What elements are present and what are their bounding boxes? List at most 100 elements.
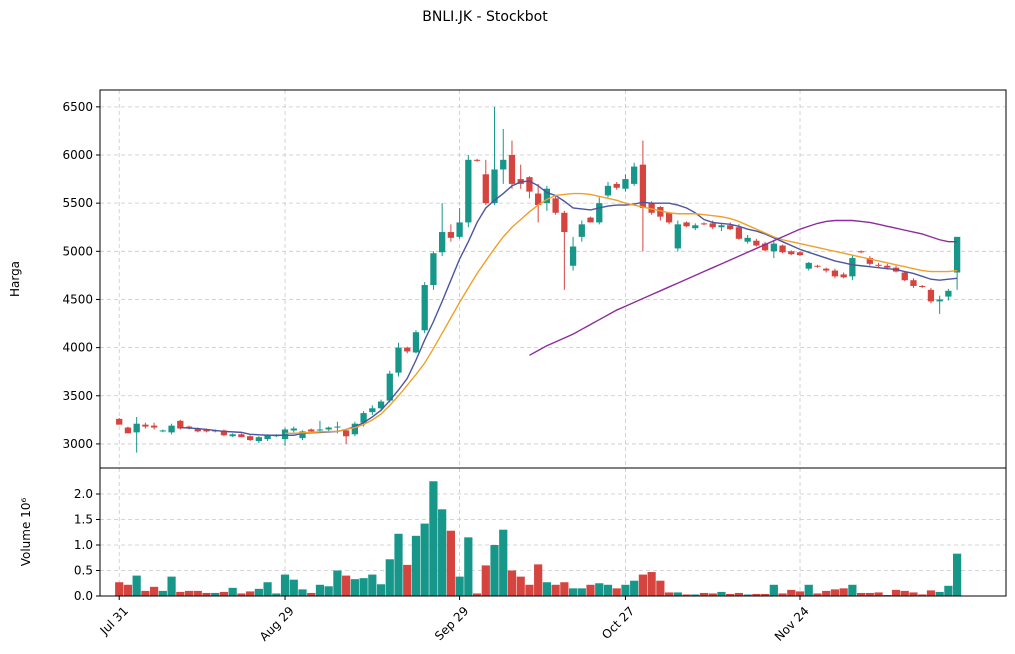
volume-bar bbox=[542, 582, 551, 596]
candle-body bbox=[150, 425, 158, 428]
volume-bar bbox=[795, 591, 805, 596]
candle-body bbox=[744, 237, 751, 242]
candle-body bbox=[884, 265, 891, 268]
volume-bar bbox=[176, 591, 185, 596]
candle-body bbox=[465, 159, 472, 223]
candle-body bbox=[665, 212, 673, 223]
volume-bar bbox=[865, 592, 874, 596]
moving-average-line bbox=[180, 180, 958, 436]
candle-body bbox=[325, 427, 332, 430]
candle-body bbox=[866, 258, 873, 264]
volume-bar bbox=[429, 481, 438, 596]
volume-bar bbox=[883, 594, 892, 596]
candle-body bbox=[639, 164, 647, 208]
volume-bar bbox=[691, 594, 700, 596]
candle-body bbox=[360, 413, 367, 423]
candle-body bbox=[569, 246, 577, 266]
candle-body bbox=[901, 272, 908, 281]
volume-bar bbox=[298, 589, 307, 596]
candle-body bbox=[299, 431, 306, 439]
volume-bar bbox=[376, 584, 386, 596]
volume-bar bbox=[446, 530, 455, 596]
x-tick-label: Oct 27 bbox=[599, 604, 637, 642]
candle-body bbox=[133, 423, 140, 433]
candle-body bbox=[849, 258, 856, 277]
x-tick-label: Jul 31 bbox=[97, 604, 131, 638]
volume-frame bbox=[99, 467, 1007, 597]
volume-bar bbox=[612, 588, 621, 596]
candle-body bbox=[727, 225, 734, 230]
volume-bar bbox=[848, 584, 857, 596]
volume-bar bbox=[656, 580, 665, 596]
volume-bar bbox=[804, 584, 813, 596]
candle-body bbox=[142, 424, 149, 427]
y-tick-label: 1.5 bbox=[74, 513, 93, 527]
y-tick-label: 0.0 bbox=[74, 589, 93, 603]
candle-body bbox=[290, 428, 297, 431]
volume-bar bbox=[481, 565, 490, 596]
candle-body bbox=[796, 252, 804, 256]
volume-bar bbox=[630, 580, 639, 596]
volume-bar bbox=[272, 593, 281, 596]
y-tick-label: 0.5 bbox=[74, 564, 93, 578]
volume-bar bbox=[874, 592, 883, 596]
volume-bar bbox=[586, 584, 595, 596]
y-tick-label: 3000 bbox=[62, 437, 93, 451]
volume-bar bbox=[726, 593, 735, 596]
candle-body bbox=[700, 223, 708, 225]
candle-body bbox=[229, 434, 236, 437]
volume-bar bbox=[595, 583, 604, 596]
volume-bar bbox=[385, 559, 394, 596]
y-tick-label: 4500 bbox=[62, 292, 93, 306]
candle-body bbox=[857, 251, 865, 253]
candle-body bbox=[421, 285, 428, 331]
volume-bar bbox=[647, 572, 656, 596]
volume-bar bbox=[673, 592, 682, 596]
candle-body bbox=[491, 169, 498, 204]
price-frame bbox=[99, 89, 1007, 469]
candle-body bbox=[631, 166, 638, 184]
volume-bar bbox=[368, 574, 377, 596]
y-axis-label: Volume 10⁶ bbox=[19, 498, 33, 567]
candle-body bbox=[508, 155, 516, 184]
volume-bar bbox=[944, 585, 953, 596]
candle-body bbox=[927, 289, 935, 302]
candle-body bbox=[622, 179, 629, 189]
volume-bar bbox=[682, 594, 691, 596]
candle-body bbox=[718, 225, 725, 228]
volume-bar bbox=[307, 592, 316, 596]
volume-bar bbox=[350, 579, 359, 596]
x-tick-label: Nov 24 bbox=[772, 604, 812, 644]
volume-bar bbox=[551, 584, 560, 596]
volume-bar bbox=[472, 593, 482, 596]
volume-bar bbox=[193, 590, 202, 596]
volume-bar bbox=[333, 570, 342, 596]
candle-body bbox=[788, 251, 795, 255]
candle-body bbox=[814, 265, 821, 267]
candle-body bbox=[953, 236, 961, 273]
volume-bar bbox=[708, 593, 717, 596]
candle-body bbox=[342, 430, 350, 437]
candle-body bbox=[439, 232, 446, 253]
volume-bar bbox=[394, 533, 403, 596]
volume-bar bbox=[787, 589, 796, 596]
volume-bar bbox=[490, 545, 499, 596]
volume-bar bbox=[822, 590, 831, 596]
candle-body bbox=[412, 332, 420, 353]
x-tick-label: Aug 29 bbox=[257, 604, 297, 644]
candle-body bbox=[683, 222, 690, 227]
candle-body bbox=[430, 253, 437, 286]
candle-body bbox=[473, 159, 481, 161]
candle-body bbox=[246, 436, 254, 441]
y-axis-label: Harga bbox=[8, 261, 22, 297]
volume-bar bbox=[237, 593, 246, 596]
volume-bar bbox=[577, 588, 586, 596]
volume-bar bbox=[857, 592, 866, 596]
volume-bar bbox=[752, 593, 761, 596]
volume-bar bbox=[289, 579, 298, 596]
volume-bar bbox=[778, 593, 787, 596]
candle-body bbox=[919, 285, 926, 287]
candle-body bbox=[377, 401, 385, 409]
candle-body bbox=[316, 429, 324, 431]
candle-body bbox=[578, 224, 585, 237]
